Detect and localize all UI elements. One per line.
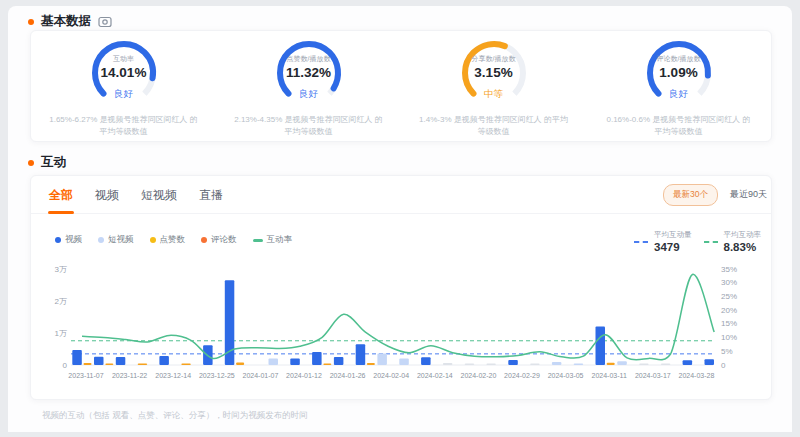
tab-视频[interactable]: 视频	[95, 176, 119, 214]
svg-text:2024-03-05: 2024-03-05	[548, 372, 584, 379]
section-title: 互动	[41, 154, 66, 171]
gauge-metric: 点赞数/播放数 11.32% 良好 2.13%-4.35% 是视频号推荐同区间红…	[216, 31, 401, 141]
basic-data-header: 基本数据	[28, 13, 112, 30]
svg-text:2024-01-07: 2024-01-07	[242, 372, 278, 379]
svg-text:2024-03-11: 2024-03-11	[592, 372, 627, 379]
gauge-description: 2.13%-4.35% 是视频号推荐同区间红人 的平均等级数值	[234, 114, 384, 137]
gauge-status: 良好	[271, 88, 347, 101]
basic-data-card: 互动率 14.01% 良好 1.65%-6.27% 是视频号推荐同区间红人 的平…	[30, 30, 772, 142]
gauge-description: 1.4%-3% 是视频号推荐同区间红人 的平均等级数值	[419, 114, 569, 137]
gauge-label: 分享数/播放数	[456, 54, 532, 64]
camera-icon[interactable]	[98, 15, 112, 28]
svg-text:2024-02-29: 2024-02-29	[504, 372, 540, 379]
main-panel: 基本数据 互动率 14.01% 良好 1.65%-6.27% 是视频号推荐同区间…	[8, 6, 792, 432]
svg-text:1万: 1万	[55, 329, 67, 338]
gauge-metric: 评论数/播放数 1.09% 良好 0.16%-0.6% 是视频号推荐同区间红人 …	[586, 31, 771, 141]
svg-text:35%: 35%	[721, 265, 737, 274]
bullet-icon	[28, 160, 34, 166]
svg-text:2024-02-04: 2024-02-04	[373, 372, 409, 379]
tab-全部[interactable]: 全部	[49, 176, 73, 214]
gauge-value: 1.09%	[641, 65, 717, 80]
gauge-metric: 互动率 14.01% 良好 1.65%-6.27% 是视频号推荐同区间红人 的平…	[31, 31, 216, 141]
gauge-description: 0.16%-0.6% 是视频号推荐同区间红人 的平均等级数值	[604, 114, 754, 137]
svg-text:3万: 3万	[55, 265, 67, 274]
tab-直播[interactable]: 直播	[199, 176, 223, 214]
svg-text:2万: 2万	[55, 297, 67, 306]
svg-text:2024-01-26: 2024-01-26	[330, 372, 366, 379]
svg-text:15%: 15%	[721, 319, 737, 328]
svg-text:30%: 30%	[721, 278, 737, 287]
section-title: 基本数据	[41, 13, 91, 30]
gauge-value: 11.32%	[271, 65, 347, 80]
svg-text:2023-11-07: 2023-11-07	[68, 372, 103, 379]
svg-text:2024-01-12: 2024-01-12	[286, 372, 322, 379]
svg-text:0: 0	[63, 361, 68, 370]
gauge-status: 良好	[86, 88, 162, 101]
tab-row: 全部视频短视频直播 最新30个最近90天	[31, 176, 771, 214]
tab-短视频[interactable]: 短视频	[141, 176, 177, 214]
gauge-label: 互动率	[86, 54, 162, 64]
gauge-status: 良好	[641, 88, 717, 101]
range-controls: 最新30个最近90天	[663, 184, 767, 206]
svg-text:2024-03-28: 2024-03-28	[678, 372, 714, 379]
svg-text:10%: 10%	[721, 333, 737, 342]
bullet-icon	[28, 19, 34, 25]
gauge-status: 中等	[456, 88, 532, 101]
gauge: 分享数/播放数 3.15% 中等	[456, 37, 532, 109]
gauge-value: 3.15%	[456, 65, 532, 80]
svg-text:5%: 5%	[721, 347, 733, 356]
svg-text:2024-02-20: 2024-02-20	[460, 372, 496, 379]
footnote: 视频的互动（包括 观看、点赞、评论、分享），时间为视频发布的时间	[42, 410, 308, 422]
svg-text:2023-11-22: 2023-11-22	[112, 372, 147, 379]
svg-text:0: 0	[721, 361, 726, 370]
svg-text:20%: 20%	[721, 306, 737, 315]
svg-text:2024-02-14: 2024-02-14	[417, 372, 453, 379]
interact-header: 互动	[28, 154, 66, 171]
gauge-label: 点赞数/播放数	[271, 54, 347, 64]
tabs: 全部视频短视频直播	[49, 176, 223, 214]
svg-text:25%: 25%	[721, 292, 737, 301]
range-button[interactable]: 最近90天	[730, 188, 767, 201]
gauge-value: 14.01%	[86, 65, 162, 80]
svg-text:2024-03-17: 2024-03-17	[635, 372, 671, 379]
gauge-label: 评论数/播放数	[641, 54, 717, 64]
svg-text:2023-12-14: 2023-12-14	[155, 372, 191, 379]
gauge: 评论数/播放数 1.09% 良好	[641, 37, 717, 109]
svg-text:2023-12-25: 2023-12-25	[199, 372, 235, 379]
gauge-metric: 分享数/播放数 3.15% 中等 1.4%-3% 是视频号推荐同区间红人 的平均…	[401, 31, 586, 141]
interaction-chart[interactable]: 3万2万1万035%30%25%20%15%10%5%02023-11-0720…	[31, 236, 773, 396]
range-button[interactable]: 最新30个	[663, 184, 718, 206]
gauge: 点赞数/播放数 11.32% 良好	[271, 37, 347, 109]
gauge-description: 1.65%-6.27% 是视频号推荐同区间红人 的平均等级数值	[49, 114, 199, 137]
interaction-card: 全部视频短视频直播 最新30个最近90天 视频短视频点赞数评论数互动率 平均互动…	[30, 175, 772, 400]
gauge: 互动率 14.01% 良好	[86, 37, 162, 109]
